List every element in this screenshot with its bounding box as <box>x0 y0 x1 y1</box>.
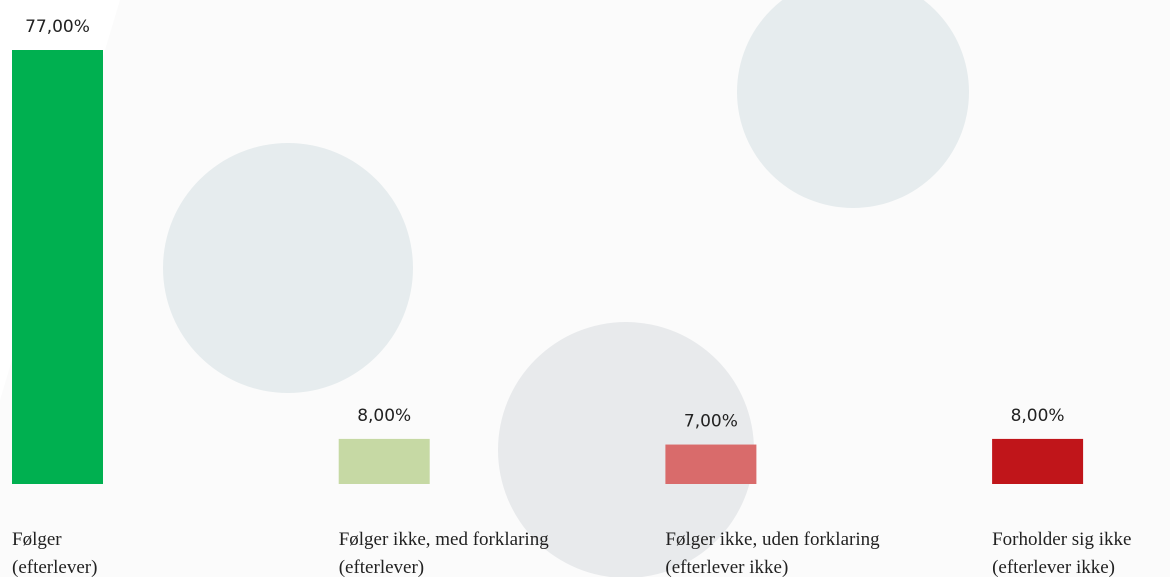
bar <box>339 439 430 484</box>
bar <box>665 445 756 484</box>
category-label: (efterlever ikke) <box>992 557 1115 577</box>
chart: 77,00% Følger (efterlever) 8,00% Følger ikke… <box>0 0 1170 577</box>
category-label: (efterlever) <box>12 557 97 577</box>
value-label: 77,00% <box>25 17 90 37</box>
category-label: Følger ikke, uden forklaring <box>665 529 880 550</box>
category-label: (efterlever ikke) <box>665 557 788 577</box>
category-label: (efterlever) <box>339 557 424 577</box>
bar <box>12 50 103 484</box>
value-label: 8,00% <box>357 406 411 426</box>
category-label: Følger ikke, med forklaring <box>339 529 550 550</box>
decor-circle <box>163 143 413 393</box>
value-label: 8,00% <box>1011 406 1065 426</box>
category-label: Følger <box>12 529 62 550</box>
bar <box>992 439 1083 484</box>
category-label: Forholder sig ikke <box>992 529 1131 550</box>
value-label: 7,00% <box>684 412 738 432</box>
